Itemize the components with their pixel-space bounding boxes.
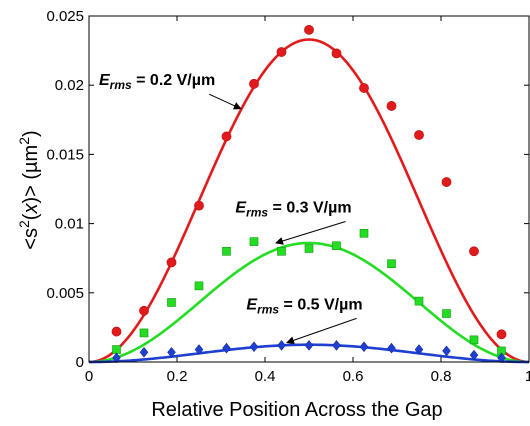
x-tick-label: 0.6: [343, 368, 364, 385]
series-1-point: [249, 237, 259, 246]
series-0-point: [359, 83, 369, 93]
y-tick-label: 0.02: [55, 77, 84, 94]
x-tick-label: 0.4: [255, 368, 276, 385]
series-1-point: [387, 259, 396, 269]
x-tick-label: 1: [525, 368, 530, 385]
series-2-point: [222, 342, 231, 354]
series-1-fit-line: [88, 241, 530, 364]
series-1-label: Erms = 0.3 V/µm: [235, 200, 351, 220]
series-2-point: [332, 339, 341, 351]
series-2-point: [304, 339, 314, 351]
series-1-point: [194, 281, 204, 291]
series-2-point: [167, 346, 176, 358]
series-0-point: [304, 24, 314, 35]
y-axis-title: <s2(x)> (µm2): [16, 130, 42, 249]
series-2-point: [469, 349, 479, 361]
series-1-point: [112, 345, 121, 354]
y-tick-label: 0.025: [46, 8, 84, 25]
series-0-point: [111, 326, 122, 337]
series-0-point: [469, 246, 479, 257]
series-0-point: [414, 130, 424, 140]
series-0-point: [194, 200, 204, 211]
series-2-point: [194, 344, 204, 355]
y-tick-label: 0.01: [55, 216, 84, 233]
series-2-point: [442, 345, 451, 357]
plot-frame: [88, 15, 530, 363]
series-1-arrow: [275, 221, 346, 245]
series-0-point: [441, 177, 452, 187]
series-0-fit-line: [88, 38, 530, 364]
series-1-point: [167, 298, 176, 307]
x-tick-label: 0.8: [431, 368, 452, 385]
series-1-point: [414, 296, 424, 306]
series-0-point: [166, 257, 177, 268]
series-2-point: [277, 339, 286, 351]
series-2-point: [359, 341, 369, 353]
x-axis-title: Relative Position Across the Gap: [151, 399, 442, 421]
series-2-point: [387, 342, 396, 354]
x-tick-label: 0: [85, 368, 93, 385]
series-0-point: [249, 78, 259, 89]
series-2-point: [497, 352, 506, 364]
series-2-label: Erms = 0.5 V/µm: [246, 296, 362, 316]
axes: 0 0.2 0.4 0.6 0.8 1 0 0.005 0.01 0.015 0.02 0.025: [46, 8, 530, 385]
series-0-point: [331, 48, 342, 59]
series-1-point: [332, 241, 341, 251]
series-1-point: [304, 244, 314, 253]
series-1-point: [139, 328, 149, 338]
y-tick-label: 0.015: [46, 146, 84, 163]
y-tick-label: 0.005: [46, 285, 84, 302]
series-0-point: [386, 101, 397, 111]
series-2-point: [414, 344, 424, 355]
series-2-point: [139, 346, 149, 358]
series-0-point: [276, 47, 287, 57]
series-1-point: [359, 228, 369, 238]
series-0-point: [139, 305, 149, 316]
series-0-arrow: [208, 93, 242, 110]
series-2-arrow: [286, 317, 357, 345]
series-1-point: [469, 335, 479, 345]
series-1-point: [442, 309, 451, 318]
series-2-point: [112, 352, 121, 364]
series-0-label: Erms = 0.2 V/µm: [99, 72, 215, 92]
series-2-point: [249, 341, 259, 353]
x-tick-label: 0.2: [167, 368, 188, 385]
series-0-point: [221, 131, 232, 142]
data-markers: [111, 24, 507, 364]
series-0-point: [496, 329, 507, 340]
series-1-point: [222, 246, 231, 256]
series-1-point: [277, 246, 286, 256]
y-tick-label: 0: [76, 354, 84, 371]
annotations: Erms = 0.2 V/µm Erms = 0.3 V/µm Erms = 0.5…: [99, 72, 363, 345]
